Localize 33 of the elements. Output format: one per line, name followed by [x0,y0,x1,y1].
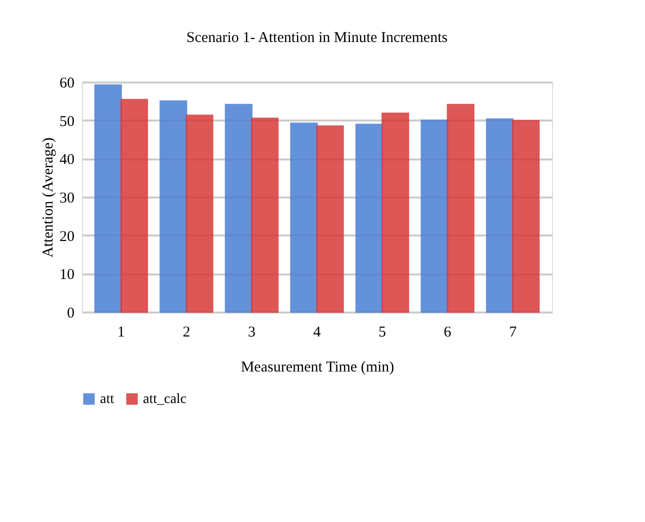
bar [290,122,318,313]
bar [160,100,188,313]
bar [120,98,148,313]
bar [420,120,448,313]
bar [250,118,279,313]
x-tick-label: 1 [117,324,125,340]
chart-title: Scenario 1- Attention in Minute Increments [186,30,448,46]
x-tick-label: 6 [444,324,452,340]
bar [512,120,540,313]
bar [224,104,252,313]
bar [355,124,384,313]
x-tick-label: 4 [313,324,322,340]
x-tick-label: 5 [378,324,386,340]
y-tick-label: 30 [60,190,74,206]
y-tick-label: 20 [60,228,74,245]
x-tick-label: 2 [182,324,190,340]
y-tick-label: 60 [60,76,74,92]
bar [382,112,410,313]
y-tick-label: 10 [60,267,74,284]
legend-label: att [100,392,114,407]
bar [316,125,344,313]
y-tick-label: 40 [60,152,74,168]
x-tick-label: 3 [248,324,256,340]
x-axis-title: Measurement Time (min) [240,360,394,376]
bar [94,84,122,313]
x-tick-label: 7 [509,324,518,340]
bar [486,118,514,313]
legend-label: att_calc [143,392,187,407]
y-tick-label: 0 [67,306,74,322]
bar [446,104,474,313]
y-axis-title: Attention (Average) [40,137,56,258]
bar [186,114,214,313]
y-tick-label: 50 [60,114,74,130]
